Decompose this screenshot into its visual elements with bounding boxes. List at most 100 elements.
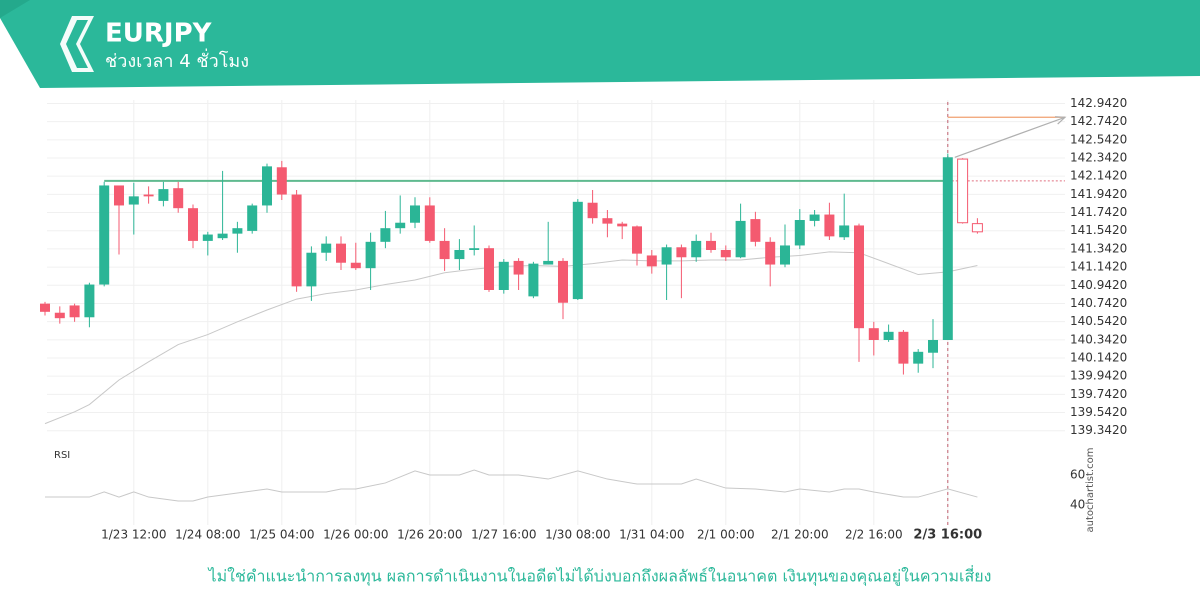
candle-body <box>173 188 184 209</box>
x-tick-label: 1/31 04:00 <box>619 528 684 542</box>
candle-body <box>247 205 258 231</box>
forecast-arrow <box>954 116 1066 158</box>
y-tick-label: 141.3420 <box>1070 241 1127 255</box>
x-tick-label: 1/30 08:00 <box>545 528 610 542</box>
x-tick-label: 1/25 04:00 <box>249 528 314 542</box>
y-tick-label: 140.9420 <box>1070 278 1127 292</box>
candle-body <box>40 303 50 312</box>
x-tick-label: 2/3 16:00 <box>913 528 982 543</box>
y-tick-label: 142.5420 <box>1070 132 1127 146</box>
candle-body <box>188 208 198 241</box>
candle-body <box>99 185 110 285</box>
x-tick-label: 1/24 08:00 <box>175 528 240 542</box>
y-tick-label: 139.5420 <box>1070 405 1127 419</box>
x-tick-label: 1/27 16:00 <box>471 528 536 542</box>
candle-body <box>424 205 435 241</box>
y-tick-label: 142.1420 <box>1070 169 1127 183</box>
candle-body <box>676 247 687 258</box>
candle-body <box>913 351 924 364</box>
candle-body <box>439 240 450 260</box>
x-tick-label: 1/26 00:00 <box>323 528 388 542</box>
candle-body <box>898 331 909 364</box>
candle-body <box>646 255 657 267</box>
candle-body <box>306 252 317 287</box>
candle-body <box>750 219 761 242</box>
forecast-arrowhead <box>1054 116 1067 125</box>
candle-body <box>114 185 124 206</box>
y-tick-label: 141.7420 <box>1070 205 1127 219</box>
candle-body <box>780 245 790 265</box>
rsi-line <box>45 469 978 502</box>
candle-body <box>706 240 716 250</box>
y-tick-label: 140.1420 <box>1070 351 1127 365</box>
y-tick-label: 141.5420 <box>1070 223 1127 237</box>
candle-body <box>720 250 731 258</box>
rsi-label: RSI <box>54 450 70 461</box>
disclaimer: ไม่ใช่คำแนะนำการลงทุน ผลการดำเนินงานในอด… <box>207 565 992 587</box>
candle-body <box>498 261 509 290</box>
x-tick-label: 2/1 20:00 <box>771 528 829 542</box>
candle-body <box>602 218 613 224</box>
candle-body <box>617 223 628 227</box>
header-subtitle: ช่วงเวลา 4 ชั่วโมง <box>105 48 249 72</box>
candle-body <box>321 243 332 253</box>
y-tick-label: 140.5420 <box>1070 314 1127 328</box>
x-tick-label: 1/26 20:00 <box>397 528 462 542</box>
candle-body <box>868 328 879 340</box>
candle-body <box>661 247 672 265</box>
x-tick-label: 2/2 16:00 <box>845 528 903 542</box>
candle-body <box>854 225 864 329</box>
y-tick-label: 139.7420 <box>1070 387 1127 401</box>
y-tick-label: 140.7420 <box>1070 296 1127 310</box>
candle-body <box>572 201 583 300</box>
header-accent <box>0 0 30 18</box>
candle-body <box>291 194 302 287</box>
candle-body <box>765 241 776 265</box>
y-tick-label: 140.3420 <box>1070 332 1127 346</box>
logo-cut <box>66 20 88 68</box>
header-title: EURJPY <box>105 19 213 49</box>
forecast-body <box>971 223 983 233</box>
candle-body <box>84 284 95 318</box>
candle-body <box>158 189 169 201</box>
candle-body <box>883 331 894 340</box>
candle-body <box>839 225 850 238</box>
candle-body <box>809 214 820 221</box>
candle-body <box>350 262 361 269</box>
y-tick-label: 141.9420 <box>1070 187 1127 201</box>
candle-body <box>484 248 494 290</box>
logo <box>60 16 94 72</box>
candle-body <box>262 166 272 206</box>
candle-body <box>735 220 746 258</box>
candle-body <box>276 167 287 195</box>
candle-body <box>691 240 702 258</box>
candle-body <box>128 196 139 205</box>
candle-body <box>454 250 465 260</box>
x-tick-label: 1/23 12:00 <box>101 528 166 542</box>
header-banner <box>0 0 1200 88</box>
candle-body <box>513 260 524 275</box>
candle-body <box>410 205 420 223</box>
candle-body <box>380 228 391 242</box>
candle-body <box>794 220 805 246</box>
y-tick-label: 141.1420 <box>1070 260 1127 274</box>
forecast-body <box>957 158 969 224</box>
y-tick-label: 139.3420 <box>1070 423 1127 437</box>
candle-body <box>543 260 554 265</box>
candle-body <box>558 260 568 303</box>
candle-body <box>217 233 228 239</box>
candle-body <box>632 226 642 254</box>
candle-body <box>202 234 213 241</box>
rsi-tick-label: 60 <box>1070 468 1085 482</box>
candle-body <box>69 305 80 318</box>
candle-body <box>587 202 598 219</box>
candle-body <box>336 243 346 263</box>
candle-body <box>395 222 406 229</box>
candle-body <box>54 312 65 319</box>
y-tick-label: 142.3420 <box>1070 151 1127 165</box>
candle-body <box>942 157 953 340</box>
y-tick-label: 142.7420 <box>1070 114 1127 128</box>
candle-body <box>469 248 480 250</box>
y-tick-label: 142.9420 <box>1070 96 1127 110</box>
